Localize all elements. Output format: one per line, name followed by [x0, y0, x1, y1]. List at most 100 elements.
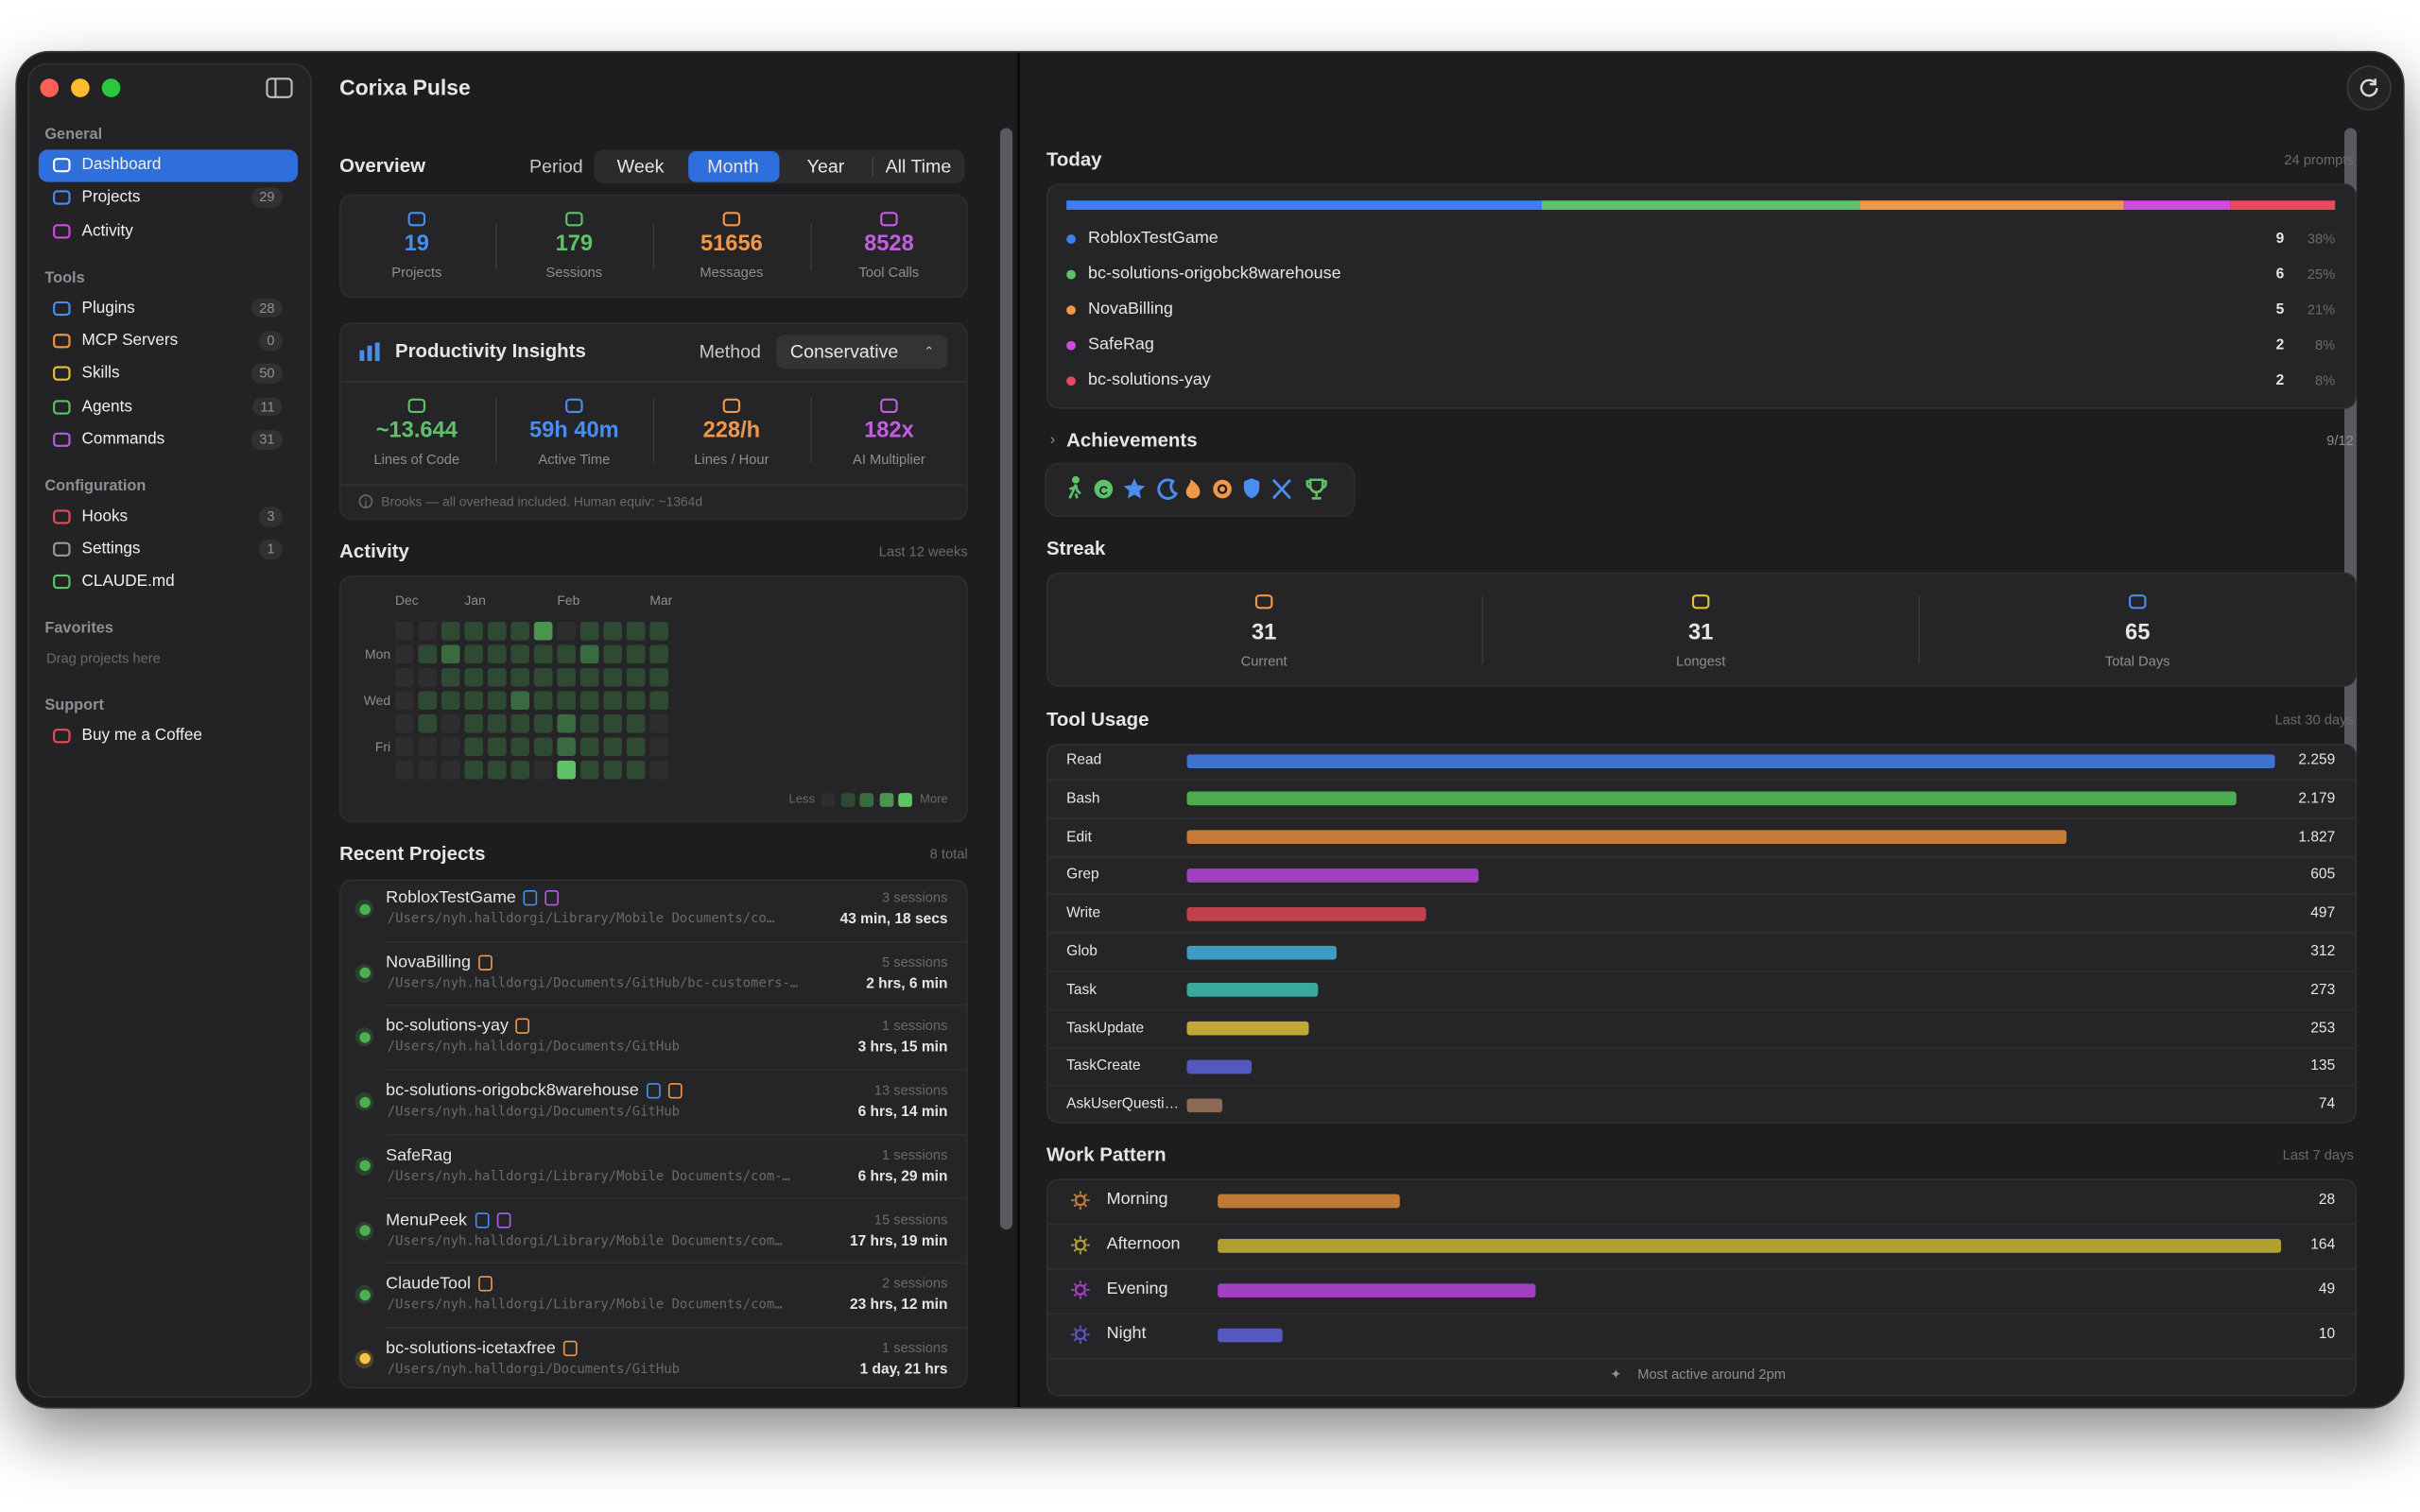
- heatmap-cell: [441, 760, 460, 780]
- sidebar-item[interactable]: Dashboard: [81, 155, 162, 175]
- row-separator: [386, 1133, 968, 1135]
- sidebar-item[interactable]: Buy me a Coffee: [81, 727, 202, 746]
- project-name[interactable]: bc-solutions-origobck8warehouse: [386, 1081, 639, 1101]
- heatmap-cell: [441, 691, 460, 711]
- heatmap-cell: [418, 621, 438, 641]
- project-path: /Users/nyh.halldorgi/Library/Mobile Docu…: [387, 911, 775, 928]
- day-label: Mon: [365, 645, 391, 662]
- method-value[interactable]: Conservative: [789, 340, 899, 363]
- section-title[interactable]: Achievements: [1066, 429, 1198, 452]
- stat-divider: [652, 223, 655, 270]
- today-count: 2: [2275, 371, 2285, 389]
- today-share: 8%: [2314, 336, 2336, 353]
- row-separator: [1047, 893, 2356, 896]
- section-title: Activity: [339, 541, 409, 563]
- middle-scrollbar[interactable]: [999, 128, 1013, 1230]
- status-dot: [358, 902, 371, 915]
- period-option[interactable]: All Time: [885, 155, 952, 178]
- method-dropdown[interactable]: [776, 335, 948, 369]
- project-name-row[interactable]: RobloxTestGame: [386, 887, 849, 909]
- project-duration: 1 day, 21 hrs: [859, 1361, 948, 1379]
- section-range: 8 total: [929, 846, 968, 863]
- period-bar: [1218, 1282, 1536, 1297]
- sidebar-section-title: Support: [44, 697, 104, 715]
- period-option[interactable]: Year: [806, 155, 845, 178]
- project-name[interactable]: bc-solutions-icetaxfree: [386, 1338, 556, 1358]
- project-name-row[interactable]: bc-solutions-icetaxfree: [386, 1337, 849, 1359]
- project-name-row[interactable]: bc-solutions-origobck8warehouse: [386, 1080, 849, 1102]
- project-name[interactable]: bc-solutions-yay: [386, 1017, 509, 1037]
- sidebar-item[interactable]: Commands: [81, 429, 165, 449]
- tool-bar: [1186, 753, 2275, 768]
- close-button[interactable]: [40, 78, 60, 97]
- insight-value: 228/h: [702, 418, 761, 444]
- tool-name: Write: [1066, 904, 1101, 922]
- row-separator: [1047, 1312, 2356, 1314]
- legend-swatch: [878, 792, 893, 807]
- project-sessions: 15 sessions: [873, 1211, 948, 1228]
- sidebar-item[interactable]: CLAUDE.md: [81, 572, 175, 592]
- period-option[interactable]: Month: [707, 155, 759, 178]
- sidebar-selection[interactable]: [38, 148, 299, 181]
- stat-icon: [407, 212, 426, 227]
- heatmap-cell: [487, 667, 507, 687]
- heatmap-cell: [464, 667, 484, 687]
- sidebar-item[interactable]: Projects: [81, 188, 141, 207]
- stat-value: 179: [555, 232, 594, 257]
- stat-value: 51656: [700, 232, 763, 257]
- insight-icon: [722, 398, 741, 413]
- project-duration: 17 hrs, 19 min: [849, 1232, 948, 1250]
- section-range: Last 12 weeks: [878, 543, 968, 560]
- heatmap-cell: [603, 691, 622, 711]
- day-label: Fri: [374, 738, 391, 755]
- project-name[interactable]: SafeRag: [386, 1145, 453, 1165]
- period-name: Morning: [1106, 1190, 1168, 1210]
- sidebar-toggle[interactable]: [266, 77, 293, 99]
- sidebar-item[interactable]: Settings: [81, 540, 141, 558]
- section-range: 24 prompts: [2284, 151, 2354, 168]
- heatmap-cell: [487, 713, 507, 733]
- period-value: 10: [2318, 1325, 2336, 1343]
- tool-name: TaskUpdate: [1066, 1020, 1145, 1037]
- today-dot: [1066, 269, 1076, 280]
- sidebar-item[interactable]: Plugins: [81, 298, 135, 318]
- tool-value: 2.259: [2298, 751, 2336, 769]
- sidebar-item[interactable]: Hooks: [81, 507, 129, 525]
- project-name[interactable]: MenuPeek: [386, 1210, 468, 1229]
- project-name-row[interactable]: bc-solutions-yay: [386, 1016, 849, 1038]
- section-title: Tool Usage: [1046, 709, 1150, 731]
- period-selected[interactable]: [688, 151, 780, 182]
- status-dot: [358, 1032, 371, 1043]
- project-name-row[interactable]: ClaudeTool: [386, 1273, 849, 1295]
- period-option[interactable]: Week: [616, 155, 665, 178]
- period-bar: [1218, 1238, 2282, 1252]
- heatmap-cell: [441, 737, 460, 756]
- stat-divider: [495, 398, 497, 463]
- project-name[interactable]: RobloxTestGame: [386, 888, 516, 907]
- stat-label: Projects: [391, 265, 442, 281]
- heatmap-cell: [557, 621, 576, 641]
- row-separator: [1047, 1267, 2356, 1269]
- sidebar-item[interactable]: MCP Servers: [81, 331, 179, 350]
- project-badge: [667, 1083, 683, 1099]
- sidebar-item[interactable]: Activity: [81, 220, 133, 240]
- project-name[interactable]: NovaBilling: [386, 953, 472, 972]
- heatmap-cell: [603, 737, 622, 756]
- tool-bar: [1186, 1059, 1253, 1074]
- sidebar-item[interactable]: Skills: [81, 364, 120, 383]
- heatmap-cell: [579, 667, 599, 687]
- heatmap-cell: [557, 760, 576, 780]
- sidebar-item[interactable]: Agents: [81, 396, 132, 416]
- zoom-button[interactable]: [101, 78, 121, 97]
- project-name-row[interactable]: SafeRag: [386, 1144, 849, 1166]
- tool-bar: [1186, 983, 1319, 998]
- row-separator: [386, 940, 968, 942]
- project-name-row[interactable]: NovaBilling: [386, 952, 849, 973]
- heatmap-cell: [464, 621, 484, 641]
- project-name[interactable]: ClaudeTool: [386, 1274, 472, 1294]
- today-count: 2: [2275, 336, 2285, 354]
- tool-value: 605: [2310, 867, 2336, 885]
- refresh-button[interactable]: [2346, 65, 2393, 112]
- minimize-button[interactable]: [71, 78, 90, 97]
- project-name-row[interactable]: MenuPeek: [386, 1209, 849, 1230]
